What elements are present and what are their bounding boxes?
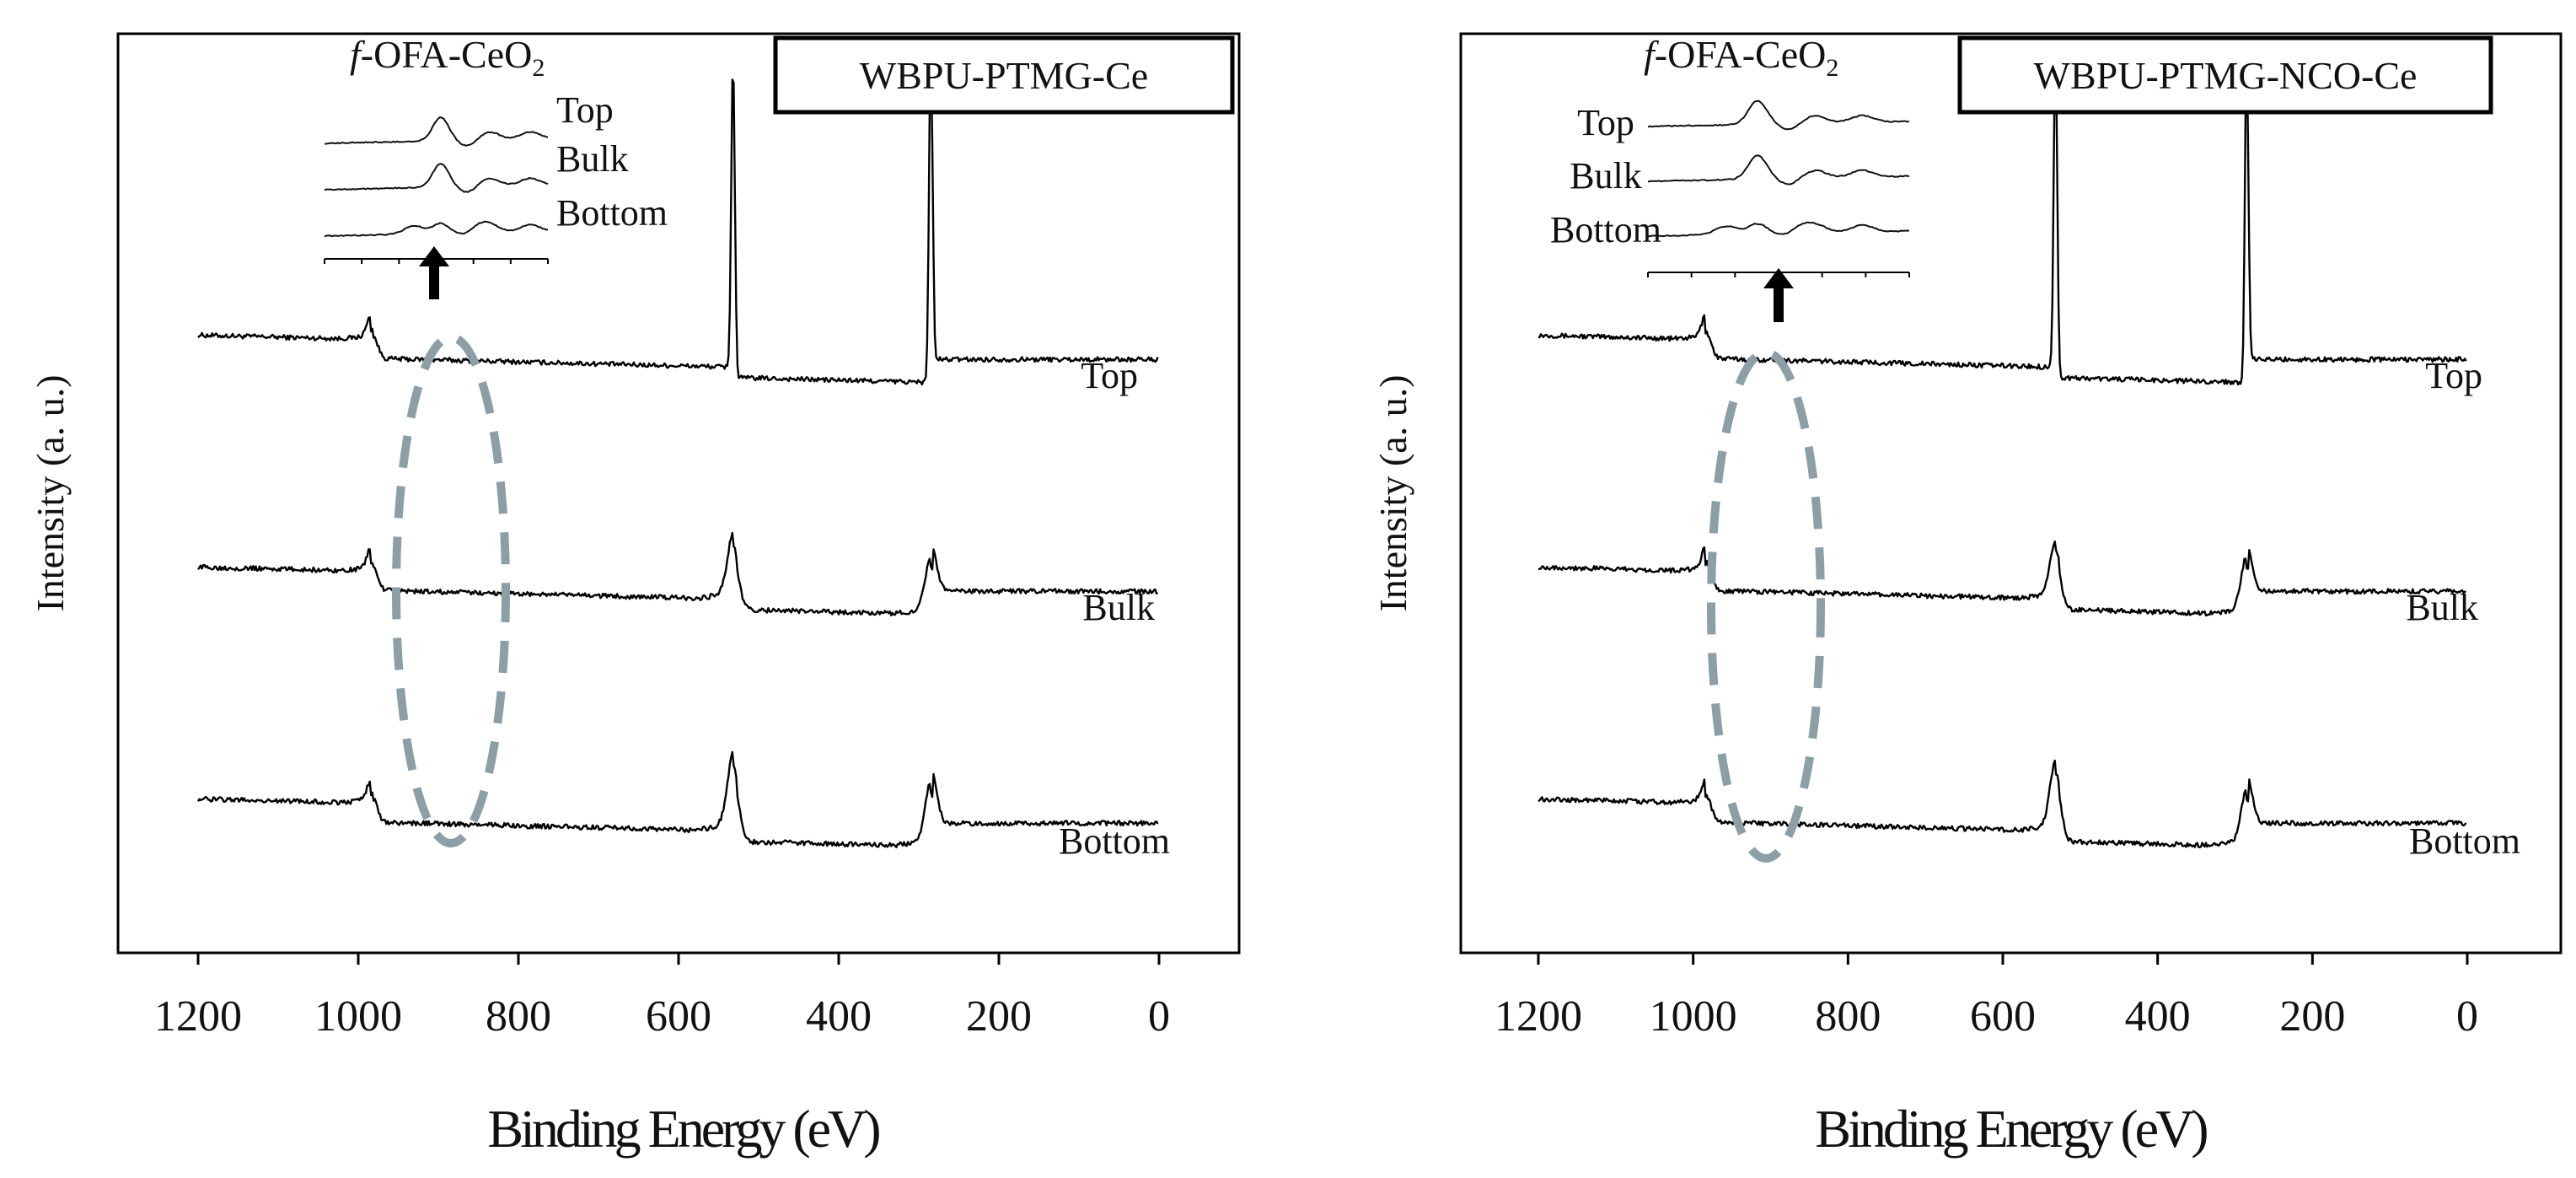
trace-label-bulk: Bulk: [2406, 587, 2478, 628]
trace-label-top: Top: [1081, 355, 1138, 396]
spectra: [196, 46, 1159, 848]
inset-curve-top: [1647, 100, 1910, 131]
arrow-up-icon: [1763, 268, 1794, 288]
inset-curve-bulk: [324, 163, 549, 194]
x-axis-ticks: 1200 1000 800 600 400 200 0: [154, 953, 1170, 1041]
spectrum-bulk: [197, 531, 1159, 616]
title-box: [773, 35, 1235, 115]
x-tick-label: 600: [646, 992, 711, 1041]
trace-label-bottom: Bottom: [1059, 820, 1170, 862]
highlight-overlay: [1707, 268, 1825, 863]
x-tick-label: 800: [1815, 992, 1881, 1041]
arrow-up-icon: [419, 246, 449, 266]
panel-left: 1200 1000 800 600 400 200 0 f-OFA-CeO2 Top Bulk B…: [29, 32, 1241, 1159]
spectrum-bottom: [1538, 759, 2467, 848]
inset-curve-bulk: [1647, 154, 1910, 186]
x-tick-label: 0: [1148, 992, 1170, 1041]
spectrum-bottom: [196, 750, 1159, 848]
x-tick-label: 200: [966, 992, 1032, 1041]
x-axis-ticks: 1200 1000 800 600 400 200 0: [1495, 953, 2478, 1041]
x-axis-label: Binding Energy (eV): [487, 1099, 879, 1159]
chart-title: WBPU-PTMG-Ce: [860, 54, 1148, 97]
highlight-overlay: [392, 246, 510, 847]
highlight-ellipse: [392, 333, 510, 847]
title-box: [1957, 35, 2493, 115]
x-tick-label: 400: [806, 992, 872, 1041]
inset-curve-bottom: [1647, 221, 1910, 238]
inset-title: f-OFA-CeO2: [1644, 33, 1838, 82]
inset-curve-top: [324, 116, 549, 147]
x-tick-label: 1000: [1650, 992, 1737, 1041]
inset-curve-bottom: [324, 220, 549, 238]
highlight-ellipse: [1707, 348, 1825, 863]
x-axis-label: Binding Energy (eV): [1815, 1099, 2207, 1159]
inset-label-bottom: Bottom: [1550, 209, 1661, 250]
inset-label-top: Top: [556, 89, 614, 131]
trace-label-bulk: Bulk: [1082, 587, 1155, 628]
plot-frame: [1459, 32, 2563, 955]
y-axis-label: Intensity (a. u.): [1371, 374, 1414, 611]
x-tick-label: 200: [2279, 992, 2345, 1041]
inset-title: f-OFA-CeO2: [350, 33, 545, 82]
trace-label-bottom: Bottom: [2409, 820, 2520, 862]
spectrum-top: [197, 46, 1159, 386]
x-tick-label: 400: [2125, 992, 2191, 1041]
x-tick-label: 800: [486, 992, 551, 1041]
x-tick-label: 600: [1970, 992, 2036, 1041]
panel-right: 1200 1000 800 600 400 200 0 f-OFA-CeO2TopBulkB…: [1371, 32, 2563, 1159]
y-axis-label: Intensity (a. u.): [29, 374, 72, 611]
spectrum-top: [1538, 43, 2467, 386]
inset-label-bulk: Bulk: [1570, 155, 1642, 196]
inset-label-bulk: Bulk: [556, 138, 629, 180]
spectrum-bulk: [1538, 541, 2466, 617]
spectra: [1538, 43, 2467, 848]
plot-frame: [116, 32, 1241, 955]
inset-label-bottom: Bottom: [556, 192, 668, 234]
x-tick-label: 1000: [314, 992, 402, 1041]
x-tick-label: 1200: [154, 992, 242, 1041]
inset-label-top: Top: [1577, 102, 1634, 143]
trace-label-top: Top: [2425, 355, 2482, 396]
x-tick-label: 0: [2456, 992, 2478, 1041]
x-tick-label: 1200: [1495, 992, 1582, 1041]
chart-title: WBPU-PTMG-NCO-Ce: [2034, 54, 2418, 97]
inset: f-OFA-CeO2 Top Bulk Bottom: [324, 33, 668, 264]
